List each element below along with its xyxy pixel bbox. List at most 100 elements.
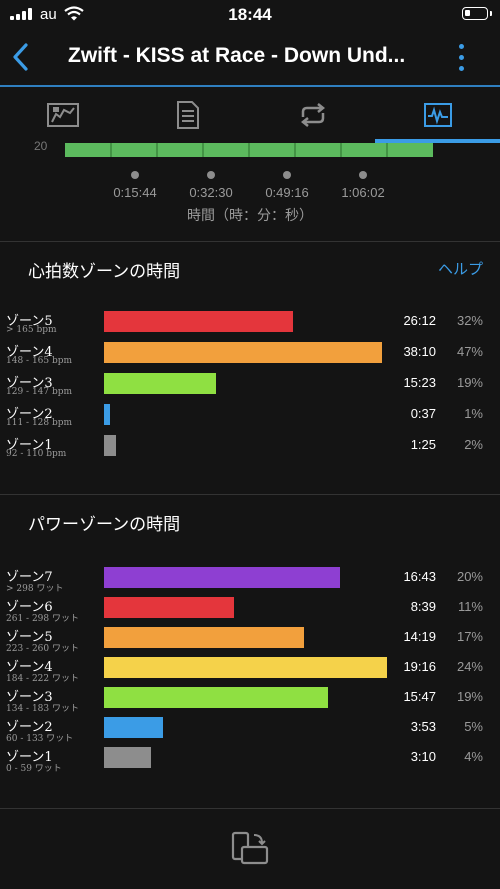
axis-tick-dot xyxy=(283,171,291,179)
laps-tab-icon xyxy=(300,103,325,127)
zone-percent: 47% xyxy=(456,344,483,359)
zone-time: 19:16 xyxy=(403,659,436,674)
active-tab-indicator xyxy=(375,139,500,143)
nav-divider xyxy=(0,85,500,87)
back-chevron-icon[interactable] xyxy=(8,40,38,74)
hr-zones-title: 心拍数ゾーンの時間 xyxy=(28,262,181,281)
zone-range: 261 - 298 ワット xyxy=(6,614,79,624)
zone-range: 129 - 147 bpm xyxy=(6,387,73,397)
zone-bar xyxy=(104,687,328,708)
section-divider xyxy=(0,494,500,495)
zone-time: 16:43 xyxy=(403,569,436,584)
battery-icon xyxy=(462,7,492,20)
zone-percent: 19% xyxy=(456,375,483,390)
zone-name: ゾーン4 xyxy=(6,660,53,675)
zone-time: 3:53 xyxy=(410,719,436,734)
zone-percent: 5% xyxy=(464,719,483,734)
map-tab-icon xyxy=(46,103,79,127)
x-axis-tick-label: 0:32:30 xyxy=(189,185,233,200)
zone-range: 223 - 260 ワット xyxy=(6,644,79,654)
charts-tab-icon xyxy=(423,103,452,127)
zone-name: ゾーン3 xyxy=(6,690,53,705)
x-axis-tick-label: 0:49:16 xyxy=(265,185,309,200)
zone-name: ゾーン1 xyxy=(6,750,53,765)
zone-bar xyxy=(104,404,110,425)
more-options-icon[interactable] xyxy=(452,42,472,74)
zone-time: 0:37 xyxy=(410,406,436,421)
zone-bar xyxy=(104,342,382,363)
zone-bar xyxy=(104,627,304,648)
zone-name: ゾーン4 xyxy=(6,345,53,360)
zone-percent: 20% xyxy=(456,569,483,584)
zone-bar xyxy=(104,373,216,394)
section-divider xyxy=(0,241,500,242)
zone-percent: 32% xyxy=(456,313,483,328)
nav-bar: Zwift - KISS at Race - Down Und... xyxy=(0,30,500,86)
help-link[interactable]: ヘルプ xyxy=(438,261,484,278)
signal-strength-icon xyxy=(10,8,34,20)
zone-time: 3:10 xyxy=(410,749,436,764)
zone-percent: 11% xyxy=(457,599,483,614)
zone-percent: 17% xyxy=(456,629,483,644)
zone-bar xyxy=(104,435,116,456)
zone-percent: 4% xyxy=(464,749,483,764)
zone-range: 0 - 59 ワット xyxy=(6,764,62,774)
zone-time: 1:25 xyxy=(410,437,436,452)
zone-name: ゾーン3 xyxy=(6,376,53,391)
zone-range: 184 - 222 ワット xyxy=(6,674,79,684)
zone-name: ゾーン2 xyxy=(6,407,53,422)
zone-bar xyxy=(104,311,293,332)
bottom-toolbar xyxy=(0,810,500,889)
zone-time: 15:47 xyxy=(403,689,436,704)
x-axis-tick-label: 0:15:44 xyxy=(113,185,157,200)
zone-range: 92 - 110 bpm xyxy=(6,449,67,459)
zone-range: 134 - 183 ワット xyxy=(6,704,79,714)
tab-details[interactable] xyxy=(125,87,250,143)
zone-range: > 165 bpm xyxy=(6,325,57,335)
time-chart-strip: 20 0:15:44 0:32:30 0:49:16 1:06:02 時間（時：… xyxy=(0,139,500,240)
section-divider xyxy=(0,808,500,809)
zone-bar xyxy=(104,657,387,678)
zone-time: 26:12 xyxy=(403,313,436,328)
zone-bar xyxy=(104,597,234,618)
tab-bar xyxy=(0,87,500,143)
tab-charts[interactable] xyxy=(375,87,500,143)
zone-name: ゾーン5 xyxy=(6,630,53,645)
zone-time: 38:10 xyxy=(403,344,436,359)
x-axis-tick-label: 1:06:02 xyxy=(341,185,385,200)
axis-tick-dot xyxy=(131,171,139,179)
zone-name: ゾーン7 xyxy=(6,570,53,585)
status-time: 18:44 xyxy=(228,5,272,24)
activity-title: Zwift - KISS at Race - Down Und... xyxy=(68,44,406,67)
zone-time: 14:19 xyxy=(403,629,436,644)
zone-range: 148 - 165 bpm xyxy=(6,356,73,366)
zone-percent: 19% xyxy=(456,689,483,704)
tab-map[interactable] xyxy=(0,87,125,143)
tab-laps[interactable] xyxy=(250,87,375,143)
zone-name: ゾーン5 xyxy=(6,314,53,329)
chart-tick-marks xyxy=(110,143,388,157)
axis-tick-dot xyxy=(359,171,367,179)
zone-bar xyxy=(104,747,151,768)
y-axis-label: 20 xyxy=(34,139,48,153)
zone-name: ゾーン2 xyxy=(6,720,53,735)
axis-tick-dot xyxy=(207,171,215,179)
power-zones-title: パワーゾーンの時間 xyxy=(28,515,181,534)
x-axis-title: 時間（時：分：秒） xyxy=(187,207,313,223)
wifi-icon xyxy=(64,6,84,21)
zone-time: 8:39 xyxy=(410,599,436,614)
zone-bar xyxy=(104,717,163,738)
zone-time: 15:23 xyxy=(403,375,436,390)
details-tab-icon xyxy=(176,101,199,129)
rotate-view-icon[interactable] xyxy=(230,830,270,870)
zone-range: > 298 ワット xyxy=(6,584,64,594)
zone-name: ゾーン1 xyxy=(6,438,53,453)
zone-percent: 1% xyxy=(464,406,483,421)
carrier-name: au xyxy=(40,6,57,23)
zone-percent: 2% xyxy=(464,437,483,452)
zone-bar xyxy=(104,567,340,588)
zone-percent: 24% xyxy=(456,659,483,674)
zone-name: ゾーン6 xyxy=(6,600,53,615)
zone-range: 60 - 133 ワット xyxy=(6,734,74,744)
status-bar: au 18:44 xyxy=(0,0,500,30)
